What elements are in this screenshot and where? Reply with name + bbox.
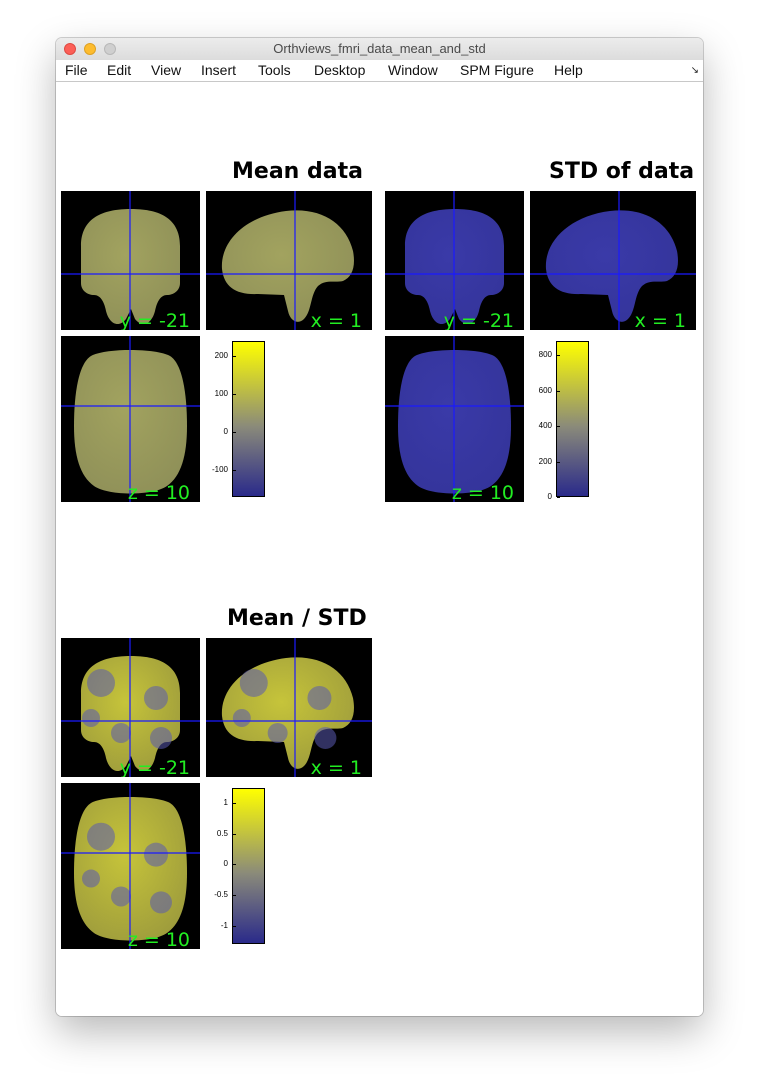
colorbar-tick-mark <box>557 426 560 428</box>
colorbar-tick-mark <box>557 461 560 463</box>
colorbar-tick-mark <box>233 833 236 835</box>
mean-coronal-image <box>61 191 200 330</box>
menu-bar: File Edit View Insert Tools Desktop Wind… <box>56 60 703 82</box>
std-sagittal-slice[interactable]: x = 1 <box>530 191 696 330</box>
colorbar-tick-label: 0 <box>547 492 552 501</box>
colorbar-tick-mark <box>233 803 236 805</box>
menu-edit[interactable]: Edit <box>107 62 132 78</box>
std-colorbar <box>556 341 589 497</box>
mean-sagittal-slice[interactable]: x = 1 <box>206 191 372 330</box>
colorbar-tick-mark <box>233 864 236 866</box>
menu-insert[interactable]: Insert <box>201 62 237 78</box>
colorbar-tick-label: 600 <box>538 385 552 395</box>
ratio-coronal-image <box>61 638 200 777</box>
std-coronal-coordinate: y = -21 <box>443 310 514 330</box>
low-signal-region <box>267 723 288 743</box>
colorbar-tick-label: 1 <box>223 798 228 808</box>
low-signal-region <box>232 709 251 727</box>
ratio-axial-coordinate: z = 10 <box>127 929 190 949</box>
menu-desktop[interactable]: Desktop <box>314 62 366 78</box>
colorbar-tick-mark <box>557 497 560 498</box>
colorbar-tick-label: 0 <box>223 427 228 437</box>
colorbar-tick-label: 0 <box>223 859 228 869</box>
colorbar-tick-mark <box>233 895 236 897</box>
low-signal-region <box>307 686 332 710</box>
brain-tissue <box>221 210 354 322</box>
ratio-sagittal-coordinate: x = 1 <box>310 757 362 777</box>
colorbar-tick-mark <box>233 394 236 396</box>
low-signal-region <box>314 727 337 749</box>
colorbar-tick-label: -0.5 <box>214 890 228 900</box>
mean-axial-image <box>61 336 200 502</box>
window-title: Orthviews_fmri_data_mean_and_std <box>273 41 486 56</box>
ratio-panel-title: Mean / STD <box>227 606 367 631</box>
low-signal-region <box>144 842 168 867</box>
low-signal-region <box>144 686 168 710</box>
mean-sagittal-image <box>206 191 372 330</box>
colorbar-tick-label: 200 <box>538 456 552 466</box>
mean-panel-title: Mean data <box>232 159 363 184</box>
menu-tools[interactable]: Tools <box>258 62 291 78</box>
std-sagittal-image <box>530 191 696 330</box>
colorbar-tick-label: 0.5 <box>216 828 228 838</box>
mean-coronal-slice[interactable]: y = -21 <box>61 191 200 330</box>
colorbar-tick-mark <box>557 355 560 357</box>
low-signal-region <box>150 891 172 914</box>
mean-axial-slice[interactable]: z = 10 <box>61 336 200 502</box>
ratio-coronal-slice[interactable]: y = -21 <box>61 638 200 777</box>
colorbar-tick-mark <box>557 390 560 392</box>
menu-view[interactable]: View <box>151 62 182 78</box>
std-panel-title: STD of data <box>549 159 695 184</box>
brain-tissue <box>545 210 678 322</box>
figure-canvas: Mean data y = -21 x = 1 z = 10 STD of da… <box>56 82 703 1016</box>
std-axial-image <box>385 336 524 502</box>
std-coronal-image <box>385 191 524 330</box>
ratio-coronal-coordinate: y = -21 <box>119 757 190 777</box>
low-signal-region <box>150 727 172 749</box>
colorbar-tick-mark <box>233 925 236 927</box>
ratio-axial-slice[interactable]: z = 10 <box>61 783 200 949</box>
ratio-sagittal-slice[interactable]: x = 1 <box>206 638 372 777</box>
colorbar-tick-mark <box>233 432 236 434</box>
ratio-colorbar <box>232 788 265 944</box>
low-signal-region <box>82 869 100 888</box>
menu-spm-figure[interactable]: SPM Figure <box>460 62 534 78</box>
std-sagittal-coordinate: x = 1 <box>634 310 686 330</box>
mean-sagittal-coordinate: x = 1 <box>310 310 362 330</box>
minimize-window-button[interactable] <box>84 43 96 55</box>
colorbar-tick-mark <box>233 356 236 358</box>
colorbar-tick-label: -1 <box>220 920 228 930</box>
close-window-button[interactable] <box>64 43 76 55</box>
maximize-window-button[interactable] <box>104 43 116 55</box>
ratio-sagittal-image <box>206 638 372 777</box>
colorbar-tick-label: 800 <box>538 350 552 360</box>
low-signal-region <box>87 669 115 697</box>
mean-axial-coordinate: z = 10 <box>127 482 190 502</box>
toolbar-toggle-icon[interactable]: ↘ <box>690 65 699 76</box>
colorbar-tick-label: -100 <box>211 465 228 475</box>
colorbar-tick-label: 100 <box>214 389 228 399</box>
std-axial-coordinate: z = 10 <box>451 482 514 502</box>
low-signal-region <box>111 886 131 907</box>
mean-coronal-coordinate: y = -21 <box>119 310 190 330</box>
std-coronal-slice[interactable]: y = -21 <box>385 191 524 330</box>
low-signal-region <box>82 709 100 727</box>
low-signal-region <box>239 669 268 697</box>
title-bar[interactable]: Orthviews_fmri_data_mean_and_std <box>56 38 703 61</box>
colorbar-tick-label: 400 <box>538 421 552 431</box>
menu-help[interactable]: Help <box>554 62 583 78</box>
std-axial-slice[interactable]: z = 10 <box>385 336 524 502</box>
colorbar-tick-mark <box>233 470 236 472</box>
low-signal-region <box>87 822 115 851</box>
low-signal-region <box>111 723 131 743</box>
colorbar-tick-label: 200 <box>214 351 228 361</box>
ratio-axial-image <box>61 783 200 949</box>
menu-file[interactable]: File <box>65 62 88 78</box>
figure-window: Orthviews_fmri_data_mean_and_std File Ed… <box>56 38 703 1016</box>
mean-colorbar <box>232 341 265 497</box>
menu-window[interactable]: Window <box>388 62 438 78</box>
